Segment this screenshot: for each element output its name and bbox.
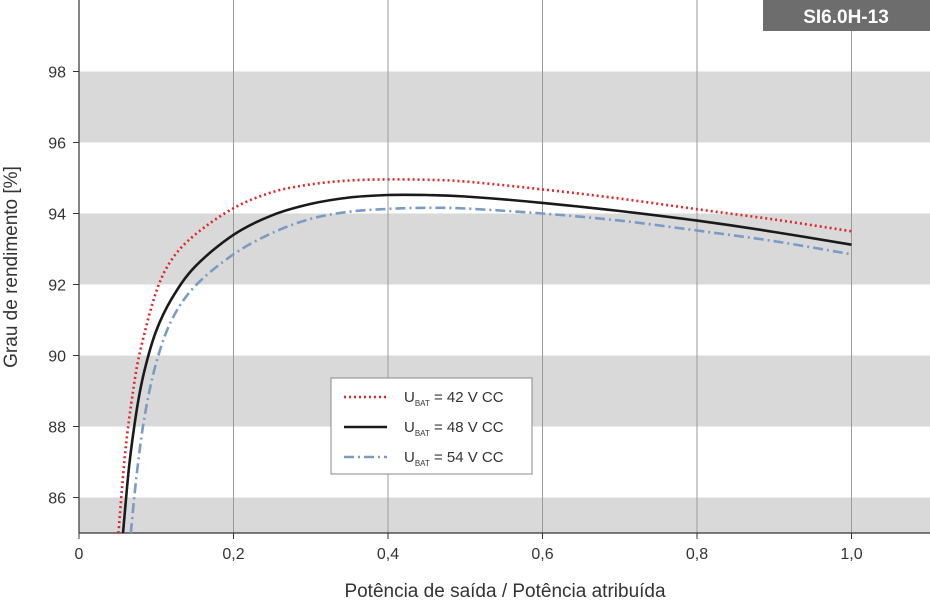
y-tick-labels: 86 88 90 92 94 96 98: [48, 65, 66, 508]
y-tick-label: 90: [48, 349, 66, 366]
x-tick-label: 0,2: [222, 546, 244, 563]
x-tick-label: 0,4: [377, 546, 399, 563]
y-tick-label: 94: [48, 207, 66, 224]
axes: [73, 0, 930, 539]
x-tick-label: 0,6: [531, 546, 553, 563]
badge-text: SI6.0H-13: [803, 7, 889, 28]
badge-background: [763, 0, 930, 31]
x-tick-label: 1,0: [840, 546, 862, 563]
y-tick-label: 88: [48, 420, 66, 437]
y-tick-label: 98: [48, 65, 66, 82]
band-2: [79, 213, 930, 285]
y-axis-title: Grau de rendimento [%]: [1, 166, 22, 368]
series-line-2: [121, 193, 852, 534]
band-3: [79, 71, 930, 143]
y-tick-label: 96: [48, 136, 66, 153]
band-0: [79, 497, 930, 533]
y-tick-label: 92: [48, 278, 66, 295]
series-lines: [117, 178, 852, 534]
x-tick-label: 0: [75, 546, 84, 563]
y-tick-label: 86: [48, 491, 66, 508]
model-badge: SI6.0H-13: [763, 0, 930, 31]
x-tick-label: 0,8: [686, 546, 708, 563]
legend-label-2: UBAT = 48 V CC: [404, 419, 504, 438]
series-line-3: [129, 206, 852, 534]
series-line-1: [117, 178, 852, 534]
x-tick-labels: 0 0,2 0,4 0,6 0,8 1,0: [75, 546, 863, 563]
legend-label-3: UBAT = 54 V CC: [404, 449, 504, 468]
legend: UBAT = 42 V CC UBAT = 48 V CC UBAT = 54 V …: [330, 377, 533, 475]
legend-label-1: UBAT = 42 V CC: [404, 389, 504, 408]
x-axis-title: Potência de saída / Potência atribuída: [344, 581, 666, 602]
